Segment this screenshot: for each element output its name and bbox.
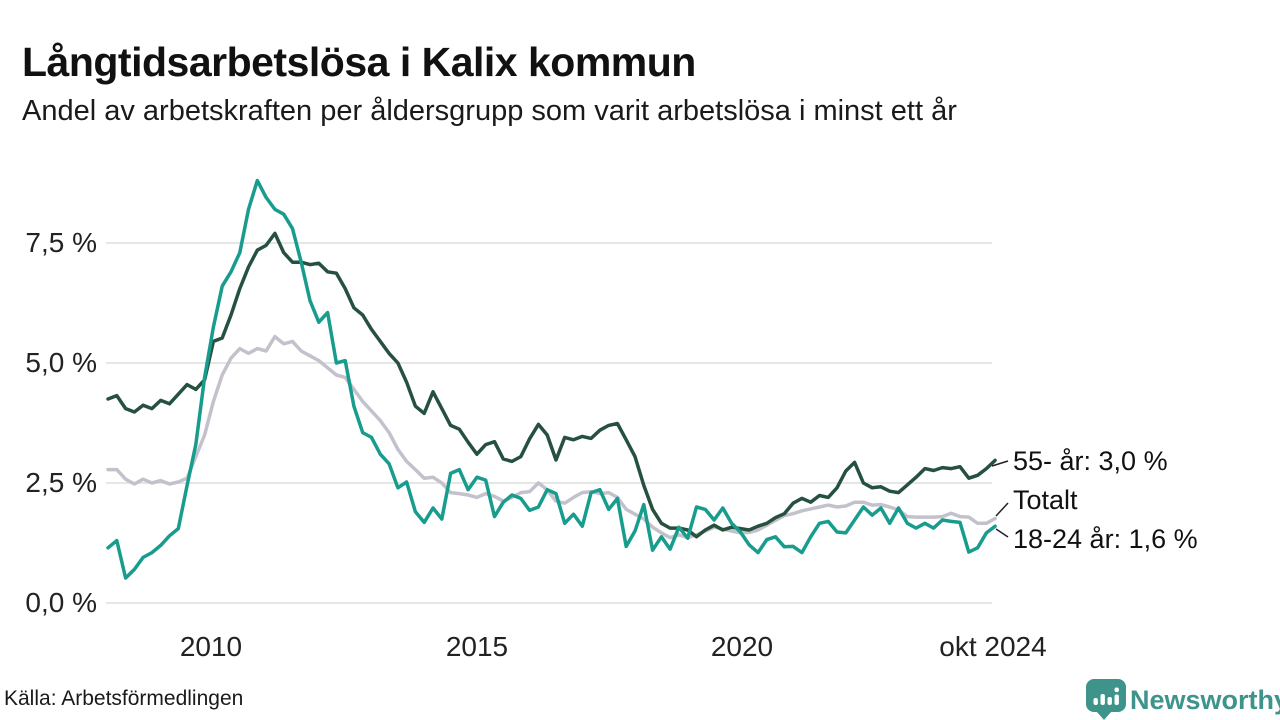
label-connector-55-ar [991,460,1009,467]
x-axis-tick-label-2015: 2015 [445,631,509,662]
logo-exclamation-dot [1114,687,1119,693]
x-axis-tick-label-2010: 2010 [179,631,243,662]
logo-exclamation-bar [1114,694,1119,705]
label-connector-18-24-ar [995,528,1009,538]
newsworthy-icon [1086,679,1126,720]
y-axis-tick-label-0: 0,0 % [25,587,97,618]
y-axis-tick-label-2-5: 2,5 % [25,467,97,498]
y-axis-tick-label-7-5: 7,5 % [25,227,97,258]
logo-bubble-shape [1086,679,1126,720]
page-title: Långtidsarbetslösa i Kalix kommun [22,39,696,86]
chart-subtitle: Andel av arbetskraften per åldersgrupp s… [22,95,957,127]
series-line-totalt [106,334,997,540]
x-axis-tick-label-okt-2024: okt 2024 [939,631,1047,662]
label-connector-totalt [995,502,1009,517]
series-end-label-18-24-ar: 18-24 år: 1,6 % [1013,524,1198,554]
logo-bar-short [1093,698,1098,705]
source-note: Källa: Arbetsförmedlingen [4,687,244,710]
newsworthy-logo: Newsworthy [1085,678,1280,720]
logo-bar-tall [1100,694,1105,705]
series-end-label-totalt: Totalt [1013,485,1078,515]
logo-bar-medium [1107,697,1112,705]
series-line-18_24_ar [106,178,997,580]
x-axis-tick-label-2020: 2020 [710,631,774,662]
series-end-label-55-ar: 55- år: 3,0 % [1013,446,1168,476]
y-axis-tick-label-5: 5,0 % [25,347,97,378]
series-line-55_ar [106,231,997,539]
brand-wordmark: Newsworthy [1130,685,1280,715]
